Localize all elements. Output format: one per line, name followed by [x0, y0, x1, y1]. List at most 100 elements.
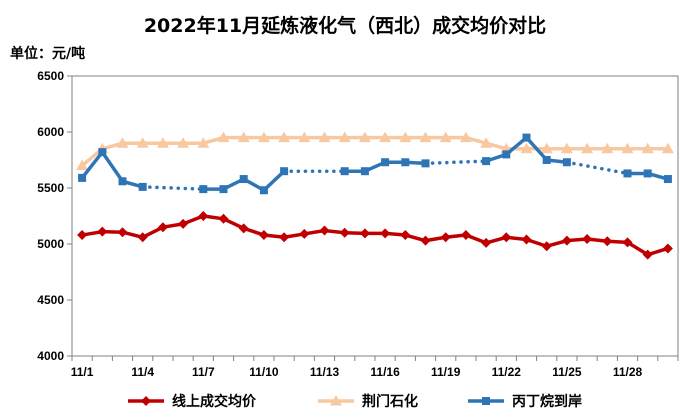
data-point	[561, 235, 572, 246]
data-point	[460, 230, 471, 241]
data-point	[419, 131, 432, 143]
series-line-segment	[140, 225, 165, 240]
x-tick-label: 11/16	[370, 365, 400, 379]
data-point	[420, 235, 431, 246]
data-point	[582, 233, 593, 244]
data-point	[157, 222, 168, 233]
data-point	[199, 185, 208, 194]
data-point	[501, 232, 512, 243]
data-point	[360, 167, 369, 176]
data-point	[642, 249, 653, 260]
data-point	[663, 175, 672, 184]
data-point	[502, 150, 511, 159]
data-point	[601, 142, 614, 154]
data-point	[379, 131, 392, 143]
data-point	[662, 243, 673, 254]
y-tick-label: 6000	[37, 125, 64, 139]
y-axis-unit-label: 单位：元/吨	[10, 45, 85, 62]
data-point	[338, 131, 351, 143]
data-point	[522, 133, 531, 142]
data-point	[219, 185, 228, 194]
series-line-segment	[80, 150, 105, 180]
data-point	[541, 241, 552, 252]
data-point	[257, 131, 270, 143]
data-point	[258, 230, 269, 241]
data-point	[116, 137, 129, 148]
data-point	[78, 173, 87, 182]
data-point	[319, 225, 330, 236]
series-3	[78, 133, 672, 195]
data-point	[198, 211, 209, 221]
data-point	[298, 131, 311, 143]
y-tick-label: 4500	[37, 293, 64, 307]
x-tick-label: 11/1	[71, 365, 94, 379]
data-point	[118, 177, 127, 186]
series-1	[77, 211, 673, 260]
x-tick-label: 11/13	[310, 365, 340, 379]
x-tick-label: 11/19	[431, 365, 461, 379]
data-point	[440, 232, 451, 243]
series-gap-segment	[140, 185, 206, 191]
data-point	[623, 169, 632, 178]
y-tick-label: 5000	[37, 237, 64, 251]
data-point	[520, 142, 533, 154]
legend-marker	[330, 395, 342, 406]
legend-marker	[482, 397, 490, 405]
data-point	[480, 137, 493, 148]
data-point	[359, 228, 370, 239]
legend-item-1: 线上成交均价	[128, 393, 257, 410]
data-point	[218, 213, 229, 224]
x-tick-label: 11/28	[613, 365, 643, 379]
plot-frame	[71, 75, 679, 357]
data-point	[581, 142, 594, 154]
data-point	[259, 186, 268, 195]
data-point	[217, 131, 230, 143]
series-line-segment	[625, 240, 650, 257]
data-point	[482, 157, 491, 166]
data-point	[339, 227, 350, 238]
data-point	[560, 142, 573, 154]
data-point	[318, 131, 331, 143]
data-point	[481, 237, 492, 248]
x-tick-label: 11/22	[492, 365, 522, 379]
legend-item-2: 荆门石化	[318, 393, 418, 410]
data-point	[278, 131, 291, 143]
data-point	[280, 167, 289, 176]
legend-item-3: 丙丁烷到岸	[468, 393, 582, 410]
data-point	[138, 182, 147, 191]
data-point	[459, 131, 472, 143]
data-point	[542, 156, 551, 164]
data-point	[643, 169, 652, 178]
series-gap-segment	[423, 159, 488, 166]
data-point	[77, 230, 88, 241]
legend-label: 丙丁烷到岸	[512, 393, 582, 410]
series-layer	[76, 131, 674, 260]
data-point	[279, 232, 290, 243]
data-point	[98, 148, 107, 157]
data-point	[540, 142, 553, 154]
axes: 4000 4500 5000 5500 6000 6500 11/1 11/4 11/7 11/1…	[37, 69, 679, 379]
legend-marker	[141, 396, 151, 406]
data-point	[237, 131, 250, 143]
legend-label: 线上成交均价	[172, 393, 257, 410]
series-line-segment	[100, 150, 125, 184]
data-point	[299, 228, 310, 239]
legend: 线上成交均价 荆门石化 丙丁烷到岸	[128, 393, 582, 410]
y-tick-label: 6500	[37, 69, 64, 83]
data-point	[178, 218, 189, 229]
series-2	[76, 131, 674, 171]
data-point	[239, 175, 248, 184]
data-point	[238, 223, 249, 234]
data-point	[137, 232, 148, 243]
data-point	[602, 236, 613, 247]
data-point	[521, 234, 532, 245]
data-point	[177, 137, 190, 148]
data-point	[156, 137, 169, 148]
data-point	[117, 227, 128, 238]
x-tick-label: 11/10	[249, 365, 279, 379]
data-point	[661, 142, 674, 154]
chart-title: 2022年11月延炼液化气（西北）成交均价对比	[144, 14, 546, 37]
data-point	[401, 158, 410, 167]
data-point	[197, 137, 210, 148]
data-point	[421, 159, 430, 168]
